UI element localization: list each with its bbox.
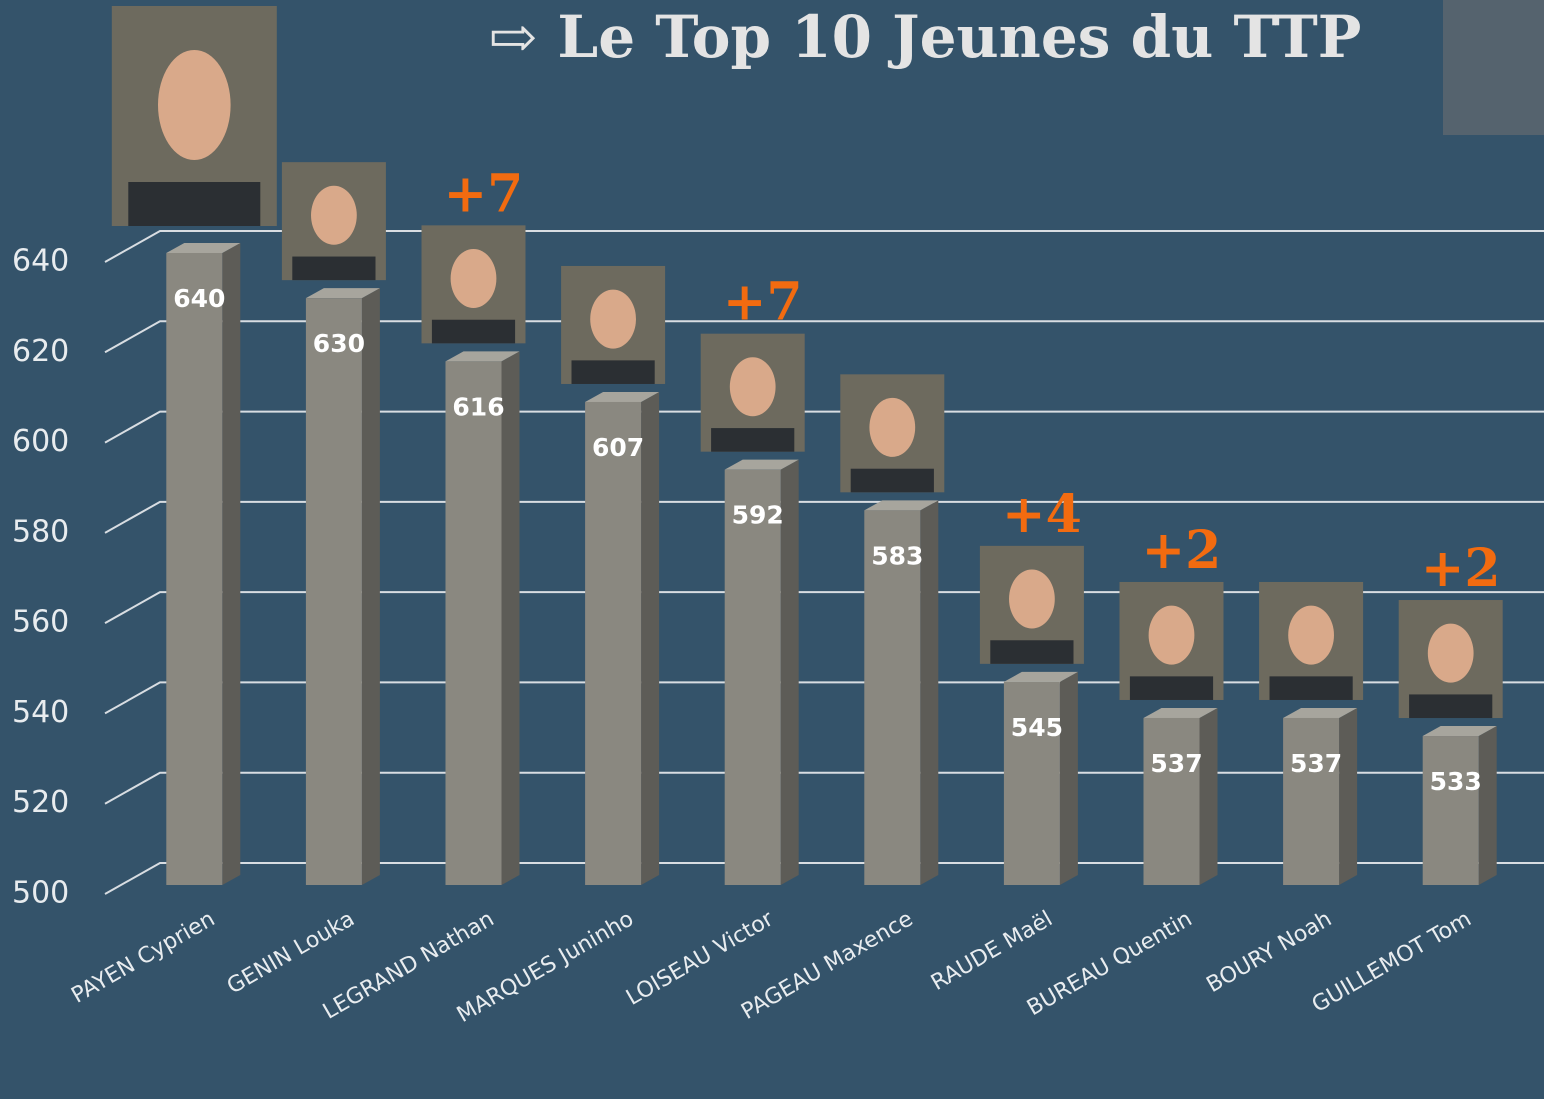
- player-photo: [840, 374, 944, 492]
- bar-group: [585, 392, 659, 885]
- player-photo: [112, 6, 277, 226]
- photo-shirt: [1130, 676, 1213, 700]
- value-label: 640: [173, 284, 225, 313]
- photo-face: [590, 290, 636, 349]
- bar-side: [222, 243, 240, 885]
- bar: [1144, 718, 1200, 885]
- player-photo: [422, 225, 526, 343]
- bar-group: [1283, 708, 1357, 885]
- x-tick-label: PAYEN Cyprien: [67, 907, 219, 1009]
- bar-group: [306, 288, 380, 885]
- player-photo: [1399, 600, 1503, 718]
- player-photo: [980, 546, 1084, 664]
- photo-shirt: [990, 640, 1073, 664]
- bar-side: [1479, 726, 1497, 885]
- player-photo: [701, 334, 805, 452]
- photo-shirt: [128, 182, 260, 226]
- value-label: 630: [313, 329, 365, 358]
- player-photo: [1259, 582, 1363, 700]
- x-tick-label: GENIN Louka: [223, 907, 359, 1000]
- annotation: +2: [1142, 520, 1222, 581]
- value-label: 616: [452, 392, 504, 421]
- value-label: 607: [592, 433, 644, 462]
- bar-side: [362, 288, 380, 885]
- photo-face: [869, 398, 915, 457]
- photo-shirt: [1409, 694, 1492, 718]
- photo-shirt: [572, 360, 655, 384]
- photo-face: [730, 357, 776, 416]
- bar-group: [1004, 672, 1078, 885]
- photo-face: [158, 50, 231, 160]
- value-label: 533: [1430, 767, 1482, 796]
- logo: [1443, 0, 1544, 135]
- bar: [306, 298, 362, 885]
- bar-group: [1423, 726, 1497, 885]
- bar: [585, 402, 641, 885]
- annotation: +2: [1421, 538, 1501, 599]
- photo-face: [1428, 624, 1474, 683]
- y-tick-label: 560: [12, 605, 69, 640]
- chart: ⇨ Le Top 10 Jeunes du TTP 500 520 540 560 58…: [0, 0, 1544, 1099]
- x-tick-label: RAUDE Maël: [927, 907, 1057, 996]
- y-tick-label: 500: [12, 876, 69, 911]
- bar-group: [446, 351, 520, 885]
- chart-title: ⇨ Le Top 10 Jeunes du TTP: [489, 3, 1362, 71]
- value-label: 545: [1011, 713, 1063, 742]
- player-photo: [561, 266, 665, 384]
- photo-shirt: [851, 469, 934, 493]
- bar-side: [1339, 708, 1357, 885]
- photo-face: [311, 186, 357, 245]
- photo-shirt: [711, 428, 794, 452]
- player-photo: [282, 162, 386, 280]
- value-label: 537: [1290, 749, 1342, 778]
- annotation: +4: [1002, 484, 1082, 545]
- photo-shirt: [432, 320, 515, 344]
- bar: [1423, 736, 1479, 885]
- value-label: 583: [871, 541, 923, 570]
- photo-shirt: [1270, 676, 1353, 700]
- photo-shirt: [292, 257, 375, 281]
- bar-side: [1200, 708, 1218, 885]
- bar-group: [1144, 708, 1218, 885]
- bar-side: [502, 351, 520, 885]
- y-tick-label: 620: [12, 334, 69, 369]
- annotation: +7: [723, 272, 803, 333]
- bar: [446, 361, 502, 885]
- photo-face: [451, 249, 497, 308]
- bar: [725, 470, 781, 885]
- bar-side: [641, 392, 659, 885]
- photo-face: [1288, 606, 1334, 665]
- photo-face: [1009, 569, 1055, 628]
- y-tick-label: 580: [12, 514, 69, 549]
- y-tick-label: 540: [12, 695, 69, 730]
- value-label: 592: [732, 501, 784, 530]
- x-tick-label: BOURY Noah: [1203, 907, 1337, 999]
- bar: [166, 253, 222, 885]
- y-tick-label: 600: [12, 424, 69, 459]
- y-tick-label: 520: [12, 785, 69, 820]
- annotation: +7: [444, 163, 524, 224]
- bar-group: [166, 243, 240, 885]
- bar: [1283, 718, 1339, 885]
- player-photo: [1120, 582, 1224, 700]
- bar-side: [1060, 672, 1078, 885]
- y-tick-label: 640: [12, 244, 69, 279]
- photo-face: [1149, 606, 1195, 665]
- value-label: 537: [1150, 749, 1202, 778]
